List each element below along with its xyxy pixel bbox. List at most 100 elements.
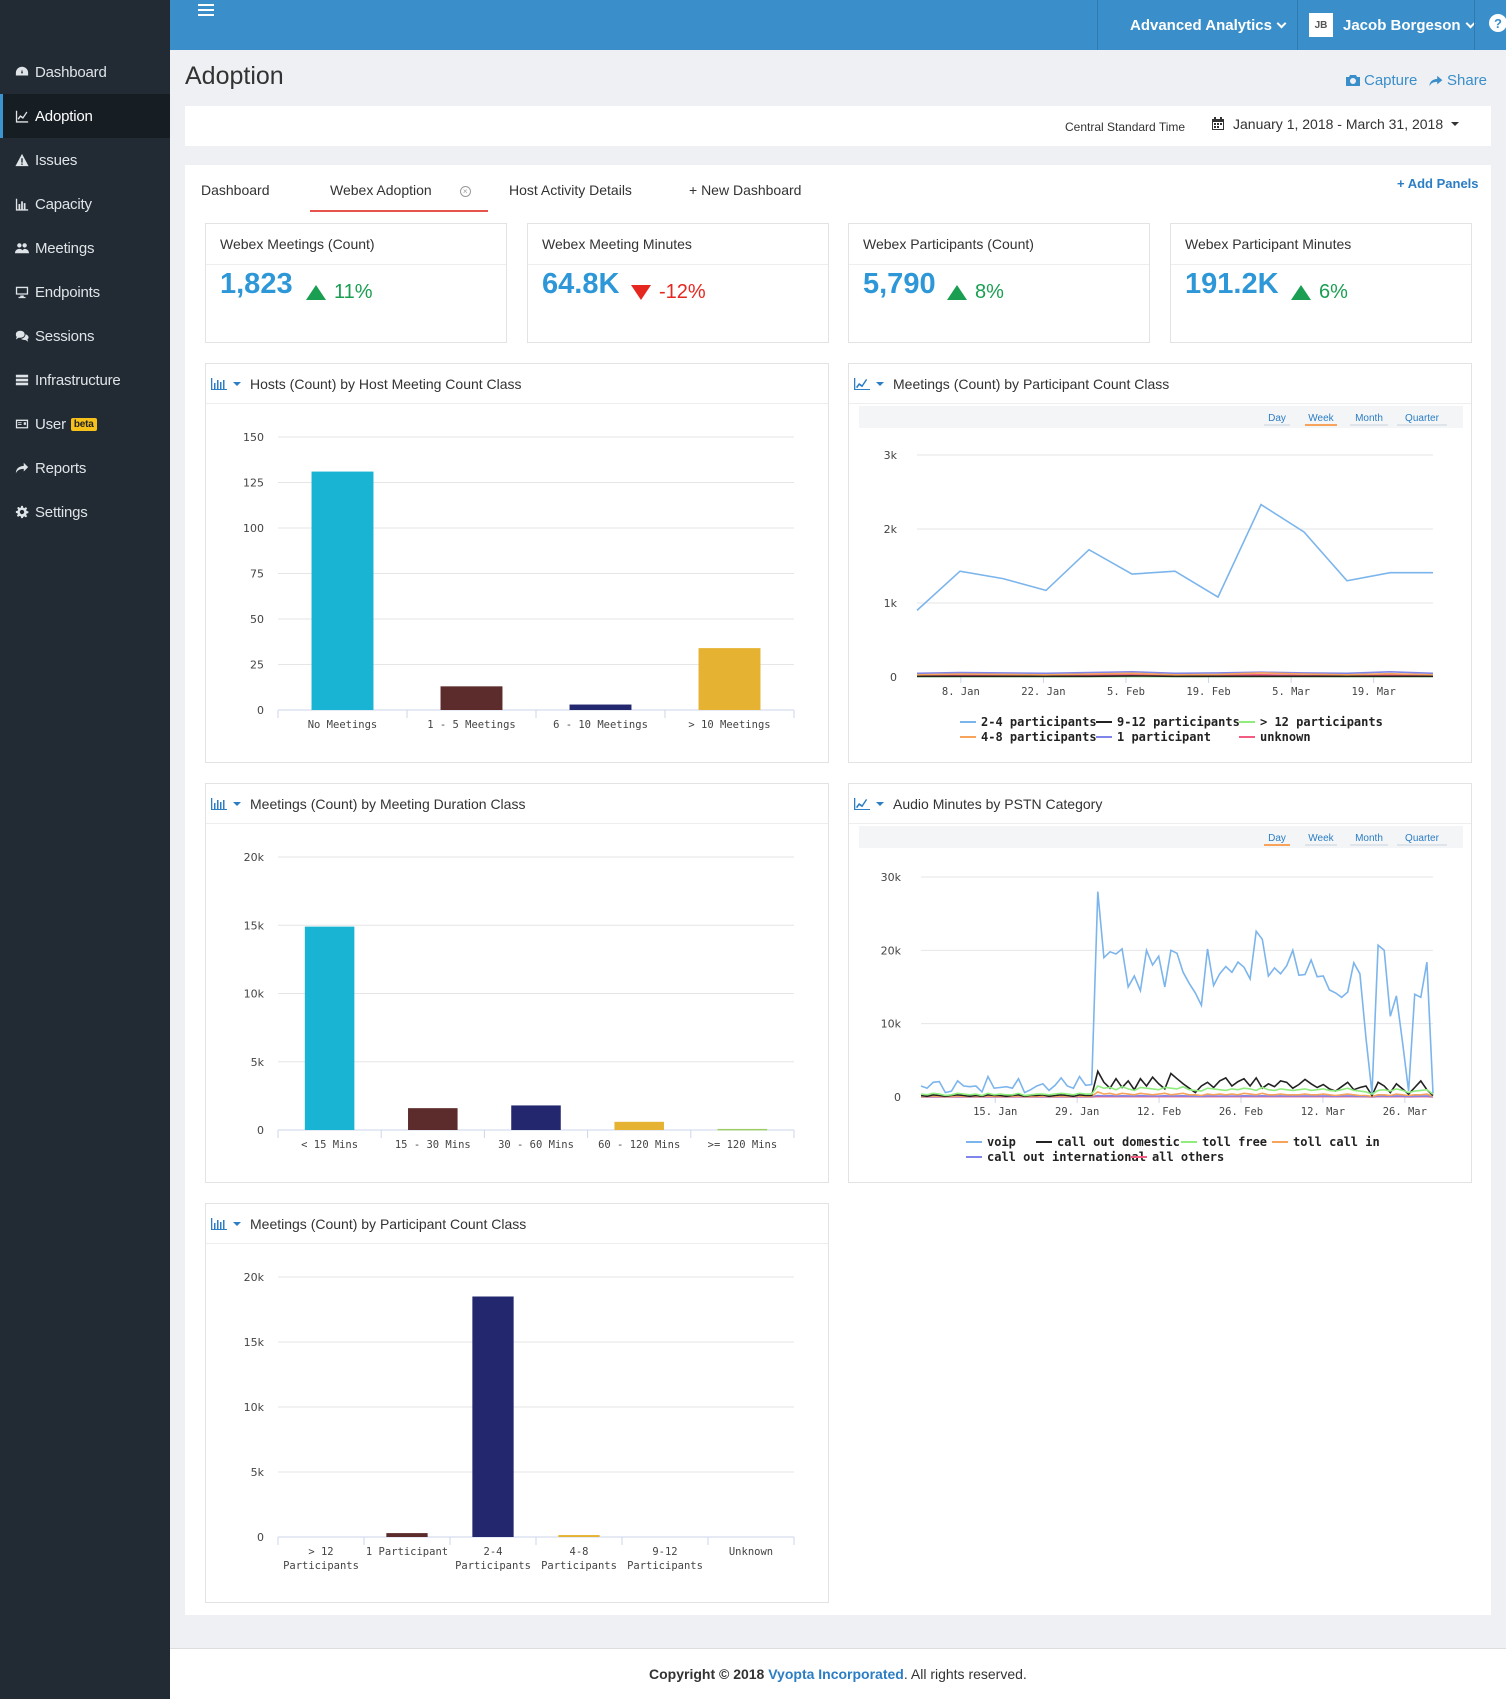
user-menu[interactable]: JB Jacob Borgeson [1309, 0, 1475, 50]
tab-host-activity-details[interactable]: Host Activity Details [509, 182, 632, 198]
camera-icon [1346, 75, 1360, 86]
range-option-week[interactable]: Week [1308, 413, 1334, 424]
capture-button[interactable]: Capture [1345, 72, 1417, 89]
sidebar-item-sessions[interactable]: Sessions [0, 314, 170, 358]
sidebar-item-capacity[interactable]: Capacity [0, 182, 170, 226]
page-title: Adoption [185, 62, 284, 90]
x-category-label: Unknown [729, 1546, 773, 1558]
x-category-label: 9-12 [652, 1546, 677, 1558]
kpi-divider [206, 264, 506, 265]
x-category-label: < 15 Mins [301, 1139, 358, 1151]
range-option-month[interactable]: Month [1355, 413, 1383, 424]
share-arrow-icon [1429, 75, 1443, 86]
y-tick-label: 75 [250, 568, 264, 581]
duration-bar-chart: 0 5k 10k 15k 20k < 15 Mins 15 - 30 Mins 30 - 60… [244, 851, 795, 1151]
add-panels-button[interactable]: + Add Panels [1397, 176, 1479, 191]
range-option-day[interactable]: Day [1268, 833, 1286, 844]
kpi-card-meeting-minutes: Webex Meeting Minutes 64.8K -12% [527, 223, 829, 343]
range-option-quarter[interactable]: Quarter [1405, 833, 1440, 844]
x-category-label: > 12 [308, 1546, 333, 1558]
series-line [916, 503, 1433, 611]
hamburger-menu-icon[interactable] [198, 4, 214, 18]
tab-label: Webex Adoption [330, 182, 432, 198]
x-tick-label: 19. Mar [1352, 686, 1396, 698]
advanced-analytics-menu[interactable]: Advanced Analytics [1130, 0, 1287, 50]
bar [511, 1105, 561, 1130]
panel-title: Audio Minutes by PSTN Category [893, 796, 1103, 812]
bar [614, 1121, 664, 1130]
bar [440, 686, 503, 710]
kpi-divider [1171, 264, 1471, 265]
panel-header: Audio Minutes by PSTN Category [849, 784, 1471, 824]
trend-up-icon [1291, 285, 1311, 300]
top-bar: Advanced Analytics JB Jacob Borgeson ? [170, 0, 1506, 50]
sidebar-item-label: Adoption [35, 107, 93, 125]
sidebar-item-adoption[interactable]: Adoption [0, 94, 170, 138]
sidebar-item-label: Issues [35, 151, 78, 169]
date-range-picker[interactable]: January 1, 2018 - March 31, 2018 [1211, 116, 1460, 132]
y-tick-label: 5k [251, 1466, 265, 1479]
caret-down-icon [876, 802, 884, 806]
new-dashboard-button[interactable]: + New Dashboard [689, 182, 802, 198]
line-chart-icon [854, 798, 870, 810]
bar [408, 1108, 458, 1130]
sidebar-item-user[interactable]: User beta [0, 402, 170, 446]
sidebar-item-settings[interactable]: Settings [0, 490, 170, 534]
kpi-card-participant-minutes: Webex Participant Minutes 191.2K 6% [1170, 223, 1472, 343]
range-option-day[interactable]: Day [1268, 413, 1286, 424]
kpi-change: 6% [1291, 281, 1348, 304]
sidebar-item-issues[interactable]: Issues [0, 138, 170, 182]
tab-dashboard[interactable]: Dashboard [201, 182, 270, 198]
timezone-label: Central Standard Time [1065, 120, 1186, 134]
kpi-divider [849, 264, 1149, 265]
line-chart-icon [14, 108, 30, 124]
bar [569, 704, 632, 710]
audio-line-chart: Day Week Month Quarter 0 10k 20k 30k 15. Jan 29. … [859, 826, 1463, 1164]
chart-type-menu[interactable] [211, 797, 241, 811]
y-tick-label: 0 [257, 1531, 264, 1544]
y-tick-label: 0 [257, 704, 264, 717]
x-category-label: Participants [627, 1560, 703, 1572]
caret-down-icon [233, 1222, 241, 1226]
kpi-change-value: 6% [1319, 281, 1348, 303]
kpi-change-value: -12% [659, 281, 706, 303]
legend-item: 1 participant [1117, 730, 1211, 744]
range-option-week[interactable]: Week [1308, 833, 1334, 844]
close-tab-icon[interactable]: × [459, 185, 471, 197]
x-tick-label: 12. Feb [1137, 1106, 1181, 1118]
legend-item: > 12 participants [1260, 715, 1383, 729]
help-icon[interactable]: ? [1489, 14, 1506, 32]
copyright: Copyright © 2018 Vyopta Incorporated. Al… [649, 1666, 1027, 1682]
chart-type-menu[interactable] [854, 797, 884, 811]
kpi-card-meetings-count: Webex Meetings (Count) 1,823 11% [205, 223, 507, 343]
y-tick-label: 0 [890, 671, 897, 684]
kpi-change: -12% [631, 281, 706, 304]
x-category-label: No Meetings [308, 719, 378, 731]
y-tick-label: 10k [881, 1018, 902, 1031]
panel-hosts-by-meeting-count: 0 25 50 75 100 125 150 No Meetings 1 - 5 Meeting… [205, 363, 829, 763]
chart-type-menu[interactable] [854, 377, 884, 391]
sidebar-item-infrastructure[interactable]: Infrastructure [0, 358, 170, 402]
share-button[interactable]: Share [1428, 72, 1487, 89]
trend-down-icon [631, 285, 651, 300]
tab-webex-adoption[interactable]: Webex Adoption × [330, 182, 471, 198]
legend-item: 4-8 participants [981, 730, 1097, 744]
chart-type-menu[interactable] [211, 1217, 241, 1231]
sidebar-item-label: User [35, 415, 66, 433]
topbar-divider [1297, 0, 1298, 50]
sidebar-item-meetings[interactable]: Meetings [0, 226, 170, 270]
sidebar-item-dashboard[interactable]: Dashboard [0, 50, 170, 94]
bar [304, 926, 355, 1130]
range-option-month[interactable]: Month [1355, 833, 1383, 844]
meetings-participants-line-chart: Day Week Month Quarter 0 1k 2k 3k 8. Jan 22. Jan 5… [859, 406, 1463, 744]
company-link[interactable]: Vyopta Incorporated [768, 1666, 904, 1682]
bar [386, 1533, 428, 1537]
active-tab-indicator [310, 210, 488, 212]
range-option-quarter[interactable]: Quarter [1405, 413, 1440, 424]
x-category-label: 6 - 10 Meetings [553, 719, 648, 731]
sidebar-item-endpoints[interactable]: Endpoints [0, 270, 170, 314]
chart-type-menu[interactable] [211, 377, 241, 391]
sidebar-item-reports[interactable]: Reports [0, 446, 170, 490]
y-tick-label: 50 [250, 613, 264, 626]
kpi-change: 8% [947, 281, 1004, 304]
